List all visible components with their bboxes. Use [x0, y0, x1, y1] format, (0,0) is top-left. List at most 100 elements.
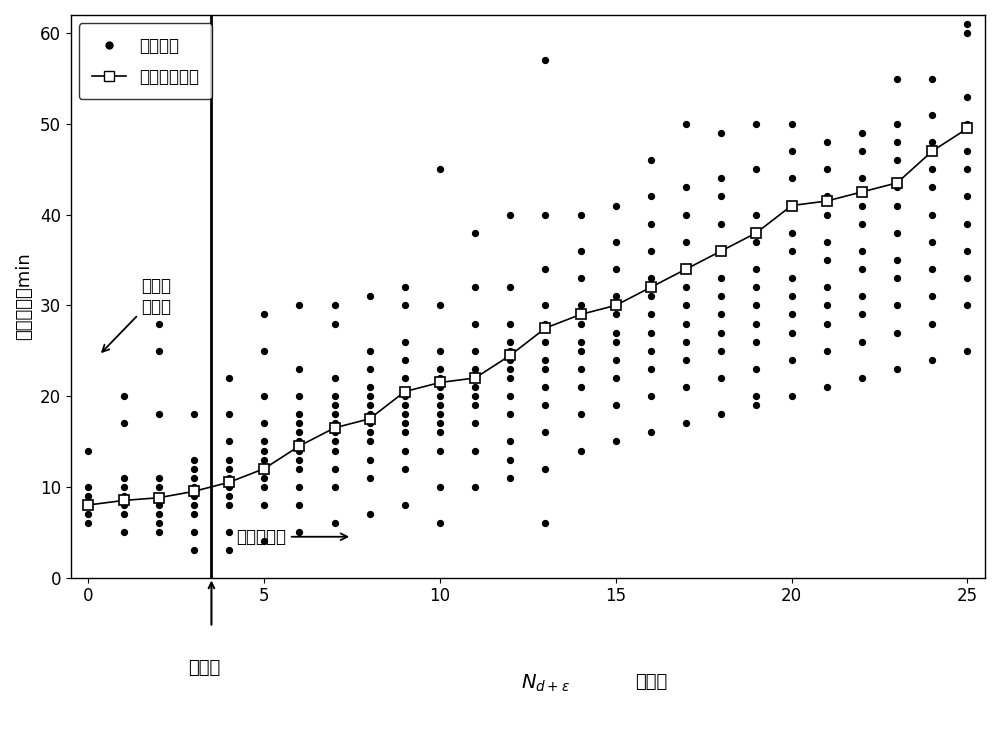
Point — [291, 417, 307, 429]
Point — [502, 435, 518, 447]
Point — [362, 408, 378, 420]
Point — [221, 454, 237, 466]
Point — [784, 172, 800, 184]
Point — [784, 118, 800, 130]
Point — [784, 354, 800, 366]
Point — [397, 463, 413, 475]
Point — [537, 517, 553, 529]
Point — [397, 445, 413, 457]
Point — [537, 336, 553, 348]
Point — [819, 281, 835, 293]
Point — [221, 527, 237, 539]
Point — [713, 345, 729, 357]
Point — [397, 426, 413, 438]
Point — [467, 281, 483, 293]
Point — [678, 417, 694, 429]
Point — [819, 318, 835, 330]
Point — [608, 435, 624, 447]
Point — [748, 281, 764, 293]
Point — [151, 408, 167, 420]
Point — [221, 372, 237, 384]
Point — [573, 363, 589, 374]
Point — [362, 426, 378, 438]
Point — [327, 517, 343, 529]
Point — [256, 435, 272, 447]
Point — [713, 127, 729, 139]
Point — [643, 190, 659, 202]
Point — [467, 363, 483, 374]
Point — [643, 390, 659, 402]
Point — [362, 508, 378, 520]
Point — [608, 354, 624, 366]
Point — [784, 145, 800, 157]
Point — [713, 190, 729, 202]
Point — [362, 454, 378, 466]
Point — [784, 390, 800, 402]
Point — [432, 481, 448, 493]
Point — [80, 481, 96, 493]
Point — [256, 536, 272, 548]
Point — [643, 345, 659, 357]
Point — [80, 517, 96, 529]
Point — [327, 318, 343, 330]
Point — [432, 417, 448, 429]
Point — [748, 263, 764, 275]
Point — [608, 372, 624, 384]
Point — [256, 463, 272, 475]
Point — [502, 390, 518, 402]
Point — [748, 209, 764, 221]
Point — [959, 272, 975, 284]
Point — [432, 408, 448, 420]
Point — [713, 291, 729, 303]
Text: $N_{d+\varepsilon}$: $N_{d+\varepsilon}$ — [521, 673, 570, 694]
Point — [573, 300, 589, 312]
Point — [502, 345, 518, 357]
Point — [327, 390, 343, 402]
Point — [362, 345, 378, 357]
Point — [432, 381, 448, 393]
Point — [924, 354, 940, 366]
Point — [291, 527, 307, 539]
Point — [327, 408, 343, 420]
Point — [924, 318, 940, 330]
Point — [327, 399, 343, 411]
Point — [678, 318, 694, 330]
Point — [573, 209, 589, 221]
Point — [643, 327, 659, 339]
Point — [748, 390, 764, 402]
Point — [573, 345, 589, 357]
Point — [502, 363, 518, 374]
Point — [397, 399, 413, 411]
Point — [537, 318, 553, 330]
Point — [80, 445, 96, 457]
Point — [608, 336, 624, 348]
Point — [362, 363, 378, 374]
Point — [678, 209, 694, 221]
Point — [854, 199, 870, 211]
Point — [608, 263, 624, 275]
Point — [924, 236, 940, 248]
Point — [291, 390, 307, 402]
Point — [186, 545, 202, 557]
Point — [819, 236, 835, 248]
Legend: 滑出时间, 平均滑出时间: 滑出时间, 平均滑出时间 — [79, 23, 212, 100]
Point — [256, 472, 272, 484]
Point — [889, 363, 905, 374]
Point — [397, 300, 413, 312]
Point — [467, 390, 483, 402]
Point — [784, 272, 800, 284]
Point — [327, 300, 343, 312]
Point — [291, 445, 307, 457]
Point — [854, 145, 870, 157]
Point — [502, 281, 518, 293]
Point — [819, 254, 835, 266]
Point — [854, 127, 870, 139]
Point — [537, 381, 553, 393]
Point — [327, 445, 343, 457]
Point — [502, 454, 518, 466]
Point — [643, 309, 659, 321]
Point — [397, 417, 413, 429]
Point — [151, 517, 167, 529]
Point — [784, 327, 800, 339]
Point — [256, 390, 272, 402]
